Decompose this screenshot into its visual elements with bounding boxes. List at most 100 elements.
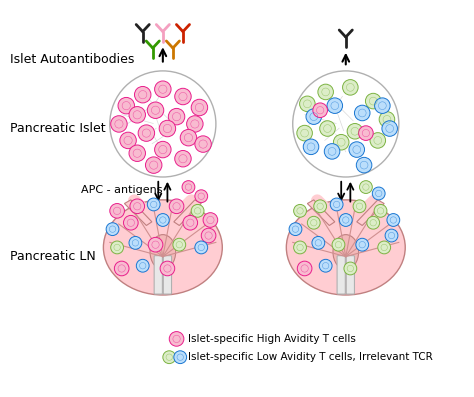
Polygon shape — [174, 200, 201, 225]
Circle shape — [293, 204, 307, 217]
Circle shape — [187, 116, 203, 132]
Text: Islet Autoantibodies: Islet Autoantibodies — [10, 54, 135, 66]
Circle shape — [155, 141, 171, 158]
Circle shape — [297, 125, 312, 141]
Circle shape — [169, 199, 184, 214]
Circle shape — [182, 181, 195, 193]
Circle shape — [106, 223, 119, 235]
Circle shape — [319, 121, 335, 136]
Circle shape — [191, 204, 204, 217]
Ellipse shape — [103, 200, 222, 295]
Circle shape — [124, 216, 138, 230]
Circle shape — [155, 81, 171, 97]
FancyBboxPatch shape — [346, 256, 355, 294]
Text: APC - antigens: APC - antigens — [81, 185, 162, 195]
Circle shape — [111, 116, 127, 132]
FancyBboxPatch shape — [154, 256, 163, 294]
Circle shape — [138, 125, 155, 141]
Circle shape — [173, 238, 186, 251]
Text: Pancreatic Islet: Pancreatic Islet — [10, 122, 106, 135]
FancyBboxPatch shape — [337, 256, 346, 294]
Circle shape — [114, 261, 129, 276]
Circle shape — [359, 181, 372, 193]
Circle shape — [318, 84, 333, 100]
Ellipse shape — [150, 235, 176, 270]
Circle shape — [332, 238, 345, 251]
Circle shape — [195, 241, 208, 254]
Circle shape — [374, 98, 390, 114]
Circle shape — [130, 199, 145, 214]
Circle shape — [314, 200, 327, 213]
Circle shape — [379, 112, 395, 127]
Circle shape — [307, 216, 320, 229]
Circle shape — [349, 142, 365, 157]
Circle shape — [382, 121, 398, 136]
Circle shape — [129, 106, 146, 123]
Circle shape — [327, 98, 343, 114]
Circle shape — [169, 331, 184, 346]
Circle shape — [356, 238, 369, 251]
Circle shape — [343, 79, 358, 95]
Circle shape — [387, 214, 400, 226]
Circle shape — [347, 123, 363, 139]
Circle shape — [293, 71, 399, 177]
Circle shape — [159, 120, 176, 137]
Circle shape — [370, 133, 385, 148]
Circle shape — [129, 145, 146, 162]
Circle shape — [293, 241, 307, 254]
Circle shape — [372, 187, 385, 200]
Text: Islet-specific High Avidity T cells: Islet-specific High Avidity T cells — [189, 334, 356, 344]
Polygon shape — [125, 200, 152, 225]
Circle shape — [333, 135, 349, 150]
Circle shape — [110, 71, 216, 177]
Circle shape — [118, 97, 135, 114]
Circle shape — [195, 136, 211, 152]
Circle shape — [137, 259, 149, 272]
Circle shape — [319, 259, 332, 272]
Circle shape — [148, 237, 163, 252]
Circle shape — [324, 144, 340, 159]
Circle shape — [120, 132, 137, 148]
Text: Islet-specific Low Avidity T cells, Irrelevant TCR: Islet-specific Low Avidity T cells, Irre… — [189, 352, 433, 362]
Circle shape — [147, 198, 160, 211]
FancyBboxPatch shape — [164, 256, 172, 294]
Circle shape — [111, 241, 124, 254]
Circle shape — [353, 200, 366, 213]
Circle shape — [195, 190, 208, 202]
Circle shape — [289, 223, 302, 235]
Circle shape — [175, 88, 191, 105]
Circle shape — [378, 241, 391, 254]
Circle shape — [330, 198, 343, 211]
Circle shape — [175, 150, 191, 167]
Circle shape — [110, 204, 125, 218]
Circle shape — [313, 103, 328, 118]
Circle shape — [306, 109, 321, 124]
Circle shape — [191, 99, 208, 116]
Ellipse shape — [286, 200, 405, 295]
Polygon shape — [307, 200, 335, 225]
Circle shape — [203, 213, 218, 227]
Text: Pancreatic LN: Pancreatic LN — [10, 250, 96, 263]
Circle shape — [359, 126, 373, 141]
Circle shape — [201, 228, 216, 243]
Circle shape — [385, 229, 398, 242]
Ellipse shape — [333, 235, 359, 270]
Circle shape — [365, 93, 381, 109]
Circle shape — [168, 108, 185, 125]
Circle shape — [355, 105, 370, 121]
Circle shape — [160, 261, 175, 276]
Circle shape — [180, 129, 197, 146]
Circle shape — [374, 204, 387, 217]
Circle shape — [146, 157, 162, 173]
Circle shape — [163, 351, 176, 364]
Circle shape — [129, 237, 142, 249]
Circle shape — [312, 237, 325, 249]
Circle shape — [300, 96, 315, 112]
Circle shape — [344, 262, 357, 275]
Circle shape — [356, 157, 372, 173]
Circle shape — [174, 351, 187, 364]
Circle shape — [183, 216, 198, 230]
Circle shape — [339, 214, 352, 226]
Circle shape — [367, 216, 380, 229]
Circle shape — [297, 261, 312, 276]
